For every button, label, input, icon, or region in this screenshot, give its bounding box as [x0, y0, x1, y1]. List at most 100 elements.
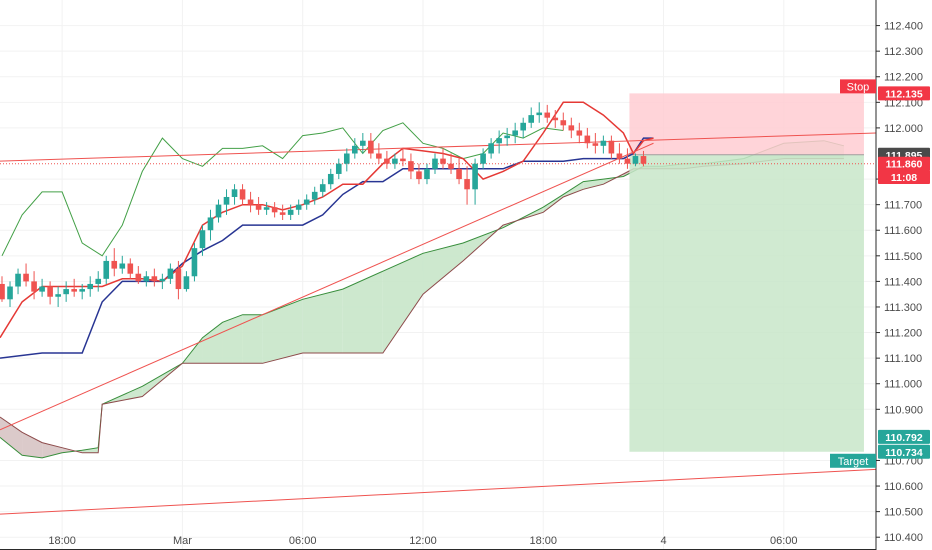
price-tick-label: 112.400 [884, 21, 923, 33]
candle-body [87, 283, 94, 290]
upper-trendline[interactable] [0, 132, 877, 162]
candle-body [39, 286, 45, 292]
candle-body [111, 260, 118, 269]
target-level-tag [830, 453, 876, 468]
cloud-segment [382, 253, 423, 354]
time-tick-label: 12:00 [409, 535, 437, 547]
candle-body [408, 161, 414, 172]
price-tick-label: 111.500 [884, 251, 922, 263]
time-tick-label: Mar [173, 535, 192, 547]
time-tick-label: 4 [660, 535, 666, 547]
cloud-segment [262, 299, 303, 364]
cloud-segment [222, 314, 243, 364]
target-level-value: 110.734 [885, 447, 923, 459]
time-tick-label: 06:00 [770, 535, 798, 547]
candle-body [151, 276, 158, 282]
price-tick-label: 110.500 [884, 507, 923, 519]
last-close-value: 111.860 [886, 159, 923, 171]
candle-body [600, 140, 607, 146]
time-tick-label: 18:00 [529, 535, 557, 547]
candle-body [199, 230, 206, 249]
price-tick-label: 110.600 [884, 481, 923, 493]
candle-body [95, 278, 102, 284]
candle-body [319, 184, 326, 192]
candle-body [504, 135, 510, 139]
candle-body [560, 120, 567, 126]
candle-body [311, 191, 318, 200]
countdown-value: 11:08 [891, 172, 917, 184]
candle-body [360, 140, 366, 146]
candle-body [640, 156, 647, 164]
candle-body [191, 248, 198, 277]
candle-body [327, 173, 334, 185]
price-tick-label: 111.200 [884, 328, 922, 340]
take-profit-zone[interactable] [629, 154, 864, 452]
candle-body [239, 189, 246, 200]
candle-body [472, 163, 478, 190]
lower-trendline[interactable] [0, 468, 877, 515]
price-tick-label: 111.300 [884, 302, 922, 314]
candle-body [432, 158, 438, 169]
candle-body [400, 158, 406, 162]
candle-body [0, 283, 5, 300]
candle-body [23, 273, 29, 282]
candle-body [159, 278, 166, 282]
candle-body [223, 196, 230, 205]
candle-body [183, 276, 190, 290]
candle-body [464, 179, 470, 190]
candle-body [376, 153, 382, 159]
tenkan-sen-line [0, 101, 654, 339]
candle-body [368, 140, 374, 154]
candle-body [255, 204, 262, 210]
last-close-badge [878, 156, 930, 171]
candle-body [247, 199, 254, 205]
short-position-tool[interactable] [629, 93, 864, 452]
time-axis: 18:00 Mar 06:00 12:00 18:00 4 06:00 [48, 535, 797, 547]
stop-loss-zone[interactable] [629, 93, 864, 155]
stop-level-badge [878, 86, 930, 101]
countdown-badge [878, 170, 930, 185]
candlesticks [0, 102, 647, 307]
price-tick-label: 110.900 [884, 404, 923, 416]
cloud-segment [583, 179, 604, 190]
candle-body [343, 153, 350, 164]
candle-body [263, 207, 270, 210]
candle-body [7, 286, 13, 300]
candle-body [143, 276, 150, 282]
candle-body [15, 273, 21, 287]
candle-body [207, 217, 214, 231]
candle-body [335, 163, 342, 174]
stop-level-value: 112.135 [885, 88, 923, 100]
target-level-tag-text: Target [838, 456, 869, 468]
candle-body [512, 130, 518, 136]
candle-body [303, 199, 310, 205]
candle-body [384, 158, 390, 164]
cloud-segment [342, 271, 383, 354]
chikou-span-line [1, 122, 564, 257]
cloud-segment [422, 243, 464, 295]
candle-body [103, 260, 110, 279]
candle-body [440, 158, 446, 164]
time-tick-label: 18:00 [48, 535, 76, 547]
entry-level-badge [878, 429, 930, 444]
cloud-segment [202, 322, 223, 364]
candle-body [536, 112, 543, 116]
trendlines[interactable] [0, 132, 877, 515]
price-tick-label: 111.700 [884, 200, 922, 212]
candle-body [31, 281, 37, 292]
time-tick-label: 06:00 [289, 535, 317, 547]
price-badges: 112.135Stop111.895111.86011:08110.792110… [830, 79, 930, 468]
candle-body [55, 294, 61, 297]
cloud-segment [82, 447, 99, 453]
candle-body [271, 207, 278, 213]
candle-body [119, 263, 126, 269]
candle-body [231, 189, 238, 197]
candle-body [488, 143, 494, 154]
candle-body [71, 289, 77, 292]
candle-body [215, 204, 222, 218]
candle-body [456, 168, 462, 180]
candle-body [127, 263, 134, 274]
candle-body [416, 171, 422, 180]
rising-trendline[interactable] [0, 142, 654, 431]
